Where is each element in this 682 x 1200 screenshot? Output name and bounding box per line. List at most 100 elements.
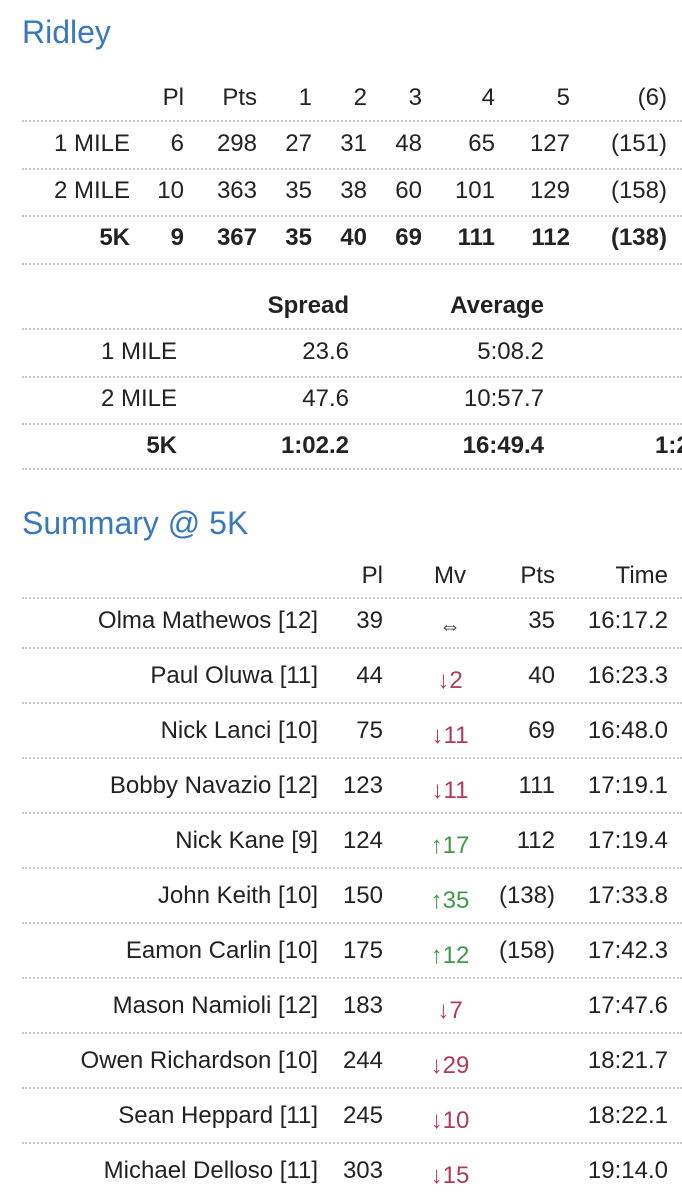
runner-time: 17:19.1	[587, 772, 668, 799]
team-cell: 38	[340, 177, 367, 204]
runner-time: 17:42.3	[587, 937, 668, 964]
team-cell: 111	[457, 224, 495, 251]
runner-name: Owen Richardson [10]	[80, 1047, 318, 1074]
row-divider	[22, 376, 682, 378]
runner-name: Paul Oluwa [11]	[150, 662, 318, 689]
team-cell: 6	[170, 130, 184, 157]
team-cell: 112	[531, 224, 570, 251]
team-header-1: Pts	[222, 84, 257, 111]
runner-points: 35	[528, 607, 555, 634]
runner-name: Mason Namioli [12]	[112, 992, 318, 1019]
runner-place: 245	[342, 1102, 383, 1129]
team-cell: 48	[395, 130, 422, 157]
team-row-label: 2 MILE	[53, 177, 130, 204]
team-cell: 129	[529, 177, 570, 204]
runner-time: 18:22.1	[587, 1102, 668, 1129]
summary-title: Summary @ 5K	[22, 505, 249, 541]
team-header-7: (6)	[637, 84, 667, 111]
runner-move-indicator: ↑12	[430, 942, 470, 969]
team-cell: 69	[395, 224, 422, 251]
runner-time: 17:33.8	[587, 882, 668, 909]
team-cell: 101	[454, 177, 495, 204]
runner-name: Michael Delloso [11]	[103, 1157, 318, 1184]
runner-place: 150	[342, 882, 383, 909]
runner-time: 16:23.3	[587, 662, 668, 689]
team-cell: 35	[285, 177, 312, 204]
spread-extra-value: 1:2	[655, 432, 682, 459]
team-cell: 27	[285, 130, 312, 157]
row-divider	[22, 597, 682, 599]
runner-name: Sean Heppard [11]	[118, 1102, 318, 1129]
runner-name: Eamon Carlin [10]	[125, 937, 318, 964]
team-cell: 367	[216, 224, 257, 251]
runner-place: 244	[342, 1047, 383, 1074]
runner-move-indicator: ↑17	[430, 832, 470, 859]
team-cell: (151)	[610, 130, 667, 157]
runner-time: 18:21.7	[587, 1047, 668, 1074]
spread-row-label: 1 MILE	[100, 338, 177, 365]
row-divider	[22, 168, 682, 170]
runner-place: 124	[342, 827, 383, 854]
row-divider	[22, 757, 682, 759]
summary-header-pts: Pts	[520, 562, 555, 589]
runner-points: 111	[518, 772, 555, 799]
team-cell: 9	[170, 224, 184, 251]
team-cell: 65	[468, 130, 495, 157]
average-value: 16:49.4	[462, 432, 544, 459]
runner-place: 75	[356, 717, 383, 744]
team-cell: (138)	[610, 224, 667, 251]
team-row-label: 5K	[99, 224, 130, 251]
runner-place: 123	[342, 772, 383, 799]
row-divider	[22, 423, 682, 425]
row-divider	[22, 867, 682, 869]
runner-move-indicator: ↓11	[431, 777, 469, 804]
runner-name: Olma Mathewos [12]	[97, 607, 318, 634]
row-divider	[22, 922, 682, 924]
runner-move-indicator: ↓7	[437, 997, 463, 1024]
runner-move-indicator: ↓11	[431, 722, 469, 749]
summary-header-time: Time	[615, 562, 668, 589]
team-cell: 60	[395, 177, 422, 204]
runner-name: Nick Lanci [10]	[160, 717, 318, 744]
team-cell: 298	[216, 130, 257, 157]
runner-points: (138)	[498, 882, 555, 909]
runner-time: 17:19.4	[587, 827, 668, 854]
team-header-2: 1	[298, 84, 312, 111]
row-divider	[22, 468, 682, 470]
team-header-5: 4	[481, 84, 495, 111]
runner-time: 19:14.0	[587, 1157, 668, 1184]
row-divider	[22, 328, 682, 330]
runner-place: 183	[342, 992, 383, 1019]
runner-time: 16:17.2	[587, 607, 668, 634]
team-header-0: Pl	[162, 84, 184, 111]
spread-value: 47.6	[302, 385, 349, 412]
row-divider	[22, 647, 682, 649]
runner-move-indicator: ↓15	[430, 1162, 470, 1189]
summary-header-pl: Pl	[361, 562, 383, 589]
runner-name: Bobby Navazio [12]	[109, 772, 318, 799]
runner-place: 303	[342, 1157, 383, 1184]
runner-move-indicator: ↓2	[437, 667, 463, 694]
runner-name: John Keith [10]	[157, 882, 318, 909]
team-cell: 31	[340, 130, 367, 157]
row-divider	[22, 812, 682, 814]
runner-points: 112	[516, 827, 555, 854]
row-divider	[22, 702, 682, 704]
row-divider	[22, 263, 682, 265]
team-cell: 127	[529, 130, 570, 157]
runner-move-indicator: ⇔	[439, 613, 461, 638]
runner-points: 69	[528, 717, 555, 744]
runner-time: 16:48.0	[587, 717, 668, 744]
summary-header-mv: Mv	[434, 562, 466, 589]
team-cell: (158)	[610, 177, 667, 204]
average-value: 10:57.7	[463, 385, 544, 412]
runner-place: 175	[342, 937, 383, 964]
runner-move-indicator: ↑35	[430, 887, 470, 914]
runner-points: (158)	[498, 937, 555, 964]
team-header-4: 3	[408, 84, 422, 111]
row-divider	[22, 1032, 682, 1034]
team-header-3: 2	[353, 84, 367, 111]
team-header-6: 5	[556, 84, 570, 111]
average-value: 5:08.2	[477, 338, 544, 365]
runner-name: Nick Kane [9]	[175, 827, 318, 854]
